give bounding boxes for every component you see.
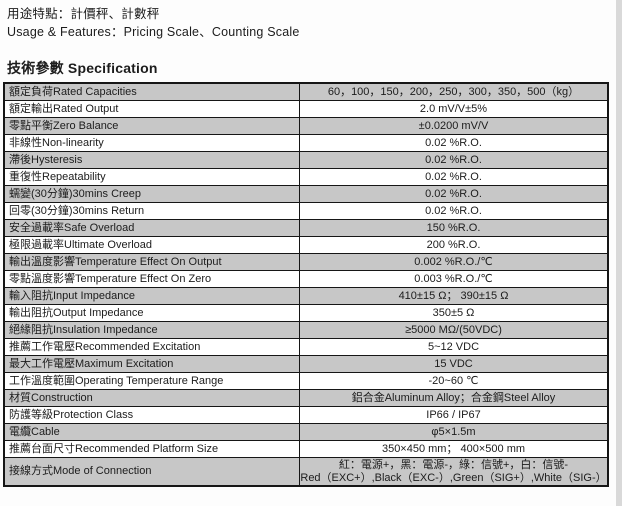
spec-label-cell: 零點溫度影響Temperature Effect On Zero bbox=[3, 270, 300, 288]
spec-label-cell: 最大工作電壓Maximum Excitation bbox=[3, 355, 300, 373]
spec-row: 推薦台面尺寸Recommended Platform Size 350×450 … bbox=[3, 440, 609, 458]
spec-value-cell: 350±5 Ω bbox=[299, 304, 609, 322]
datasheet-page: 用途特點：計價秤、計數秤 Usage & Features：Pricing Sc… bbox=[3, 7, 622, 487]
spec-row: 額定輸出Rated Output 2.0 mV/V±5% bbox=[3, 100, 609, 118]
spec-label-cell: 接線方式Mode of Connection bbox=[3, 457, 300, 487]
spec-value-cell: 0.02 %R.O. bbox=[299, 151, 609, 169]
spec-row: 最大工作電壓Maximum Excitation 15 VDC bbox=[3, 355, 609, 373]
spec-value-cell: 0.002 %R.O./℃ bbox=[299, 253, 609, 271]
spec-row: 回零(30分鐘)30mins Return 0.02 %R.O. bbox=[3, 202, 609, 220]
spec-row: 工作溫度範圍Operating Temperature Range -20~60… bbox=[3, 372, 609, 390]
spec-row: 材質Construction 鋁合金Aluminum Alloy；合金鋼Stee… bbox=[3, 389, 609, 407]
spec-row: 零點平衡Zero Balance ±0.0200 mV/V bbox=[3, 117, 609, 135]
spec-value-cell: 410±15 Ω； 390±15 Ω bbox=[299, 287, 609, 305]
spec-value-cell: 0.02 %R.O. bbox=[299, 185, 609, 203]
section-title: 技術參數 Specification bbox=[7, 58, 622, 78]
spec-value-cell: 0.02 %R.O. bbox=[299, 168, 609, 186]
spec-label-cell: 滯後Hysteresis bbox=[3, 151, 300, 169]
spec-value-cell: -20~60 ℃ bbox=[299, 372, 609, 390]
spec-label-cell: 非線性Non-linearity bbox=[3, 134, 300, 152]
spec-label-cell: 回零(30分鐘)30mins Return bbox=[3, 202, 300, 220]
section-title-en: Specification bbox=[67, 60, 158, 76]
spec-label-cell: 額定輸出Rated Output bbox=[3, 100, 300, 118]
spec-label-cell: 極限過載率Ultimate Overload bbox=[3, 236, 300, 254]
spec-row: 輸入阻抗Input Impedance 410±15 Ω； 390±15 Ω bbox=[3, 287, 609, 305]
spec-row: 接線方式Mode of Connection 紅：電源+，黑：電源-，綠：信號+… bbox=[3, 457, 609, 487]
spec-value-cell: φ5×1.5m bbox=[299, 423, 609, 441]
spec-label-cell: 輸入阻抗Input Impedance bbox=[3, 287, 300, 305]
spec-row: 重復性Repeatability 0.02 %R.O. bbox=[3, 168, 609, 186]
spec-row: 輸出阻抗Output Impedance 350±5 Ω bbox=[3, 304, 609, 322]
spec-row: 滯後Hysteresis 0.02 %R.O. bbox=[3, 151, 609, 169]
spec-label-cell: 電纜Cable bbox=[3, 423, 300, 441]
spec-label-cell: 輸出溫度影響Temperature Effect On Output bbox=[3, 253, 300, 271]
spec-row: 絕緣阻抗Insulation Impedance ≥5000 MΩ/(50VDC… bbox=[3, 321, 609, 339]
spec-value-cell: 60，100，150，200，250，300，350，500（kg） bbox=[299, 82, 609, 101]
spec-row: 輸出溫度影響Temperature Effect On Output 0.002… bbox=[3, 253, 609, 271]
spec-label-cell: 安全過載率Safe Overload bbox=[3, 219, 300, 237]
spec-label-cell: 推薦台面尺寸Recommended Platform Size bbox=[3, 440, 300, 458]
spec-row: 額定負荷Rated Capacities 60，100，150，200，250，… bbox=[3, 82, 609, 101]
spec-label-cell: 絕緣阻抗Insulation Impedance bbox=[3, 321, 300, 339]
spec-label-cell: 防護等級Protection Class bbox=[3, 406, 300, 424]
spec-row: 安全過載率Safe Overload 150 %R.O. bbox=[3, 219, 609, 237]
spec-value-cell: ±0.0200 mV/V bbox=[299, 117, 609, 135]
spec-row: 零點溫度影響Temperature Effect On Zero 0.003 %… bbox=[3, 270, 609, 288]
spec-value-cell: 2.0 mV/V±5% bbox=[299, 100, 609, 118]
spec-label-cell: 零點平衡Zero Balance bbox=[3, 117, 300, 135]
spec-value-cell: IP66 / IP67 bbox=[299, 406, 609, 424]
spec-value-cell: 紅：電源+，黑：電源-，綠：信號+，白：信號- Red（EXC+）,Black（… bbox=[299, 457, 609, 487]
section-title-zh: 技術參數 bbox=[7, 60, 64, 76]
spec-value-cell: 15 VDC bbox=[299, 355, 609, 373]
spec-row: 蠕變(30分鐘)30mins Creep 0.02 %R.O. bbox=[3, 185, 609, 203]
spec-label-cell: 重復性Repeatability bbox=[3, 168, 300, 186]
spec-label-cell: 材質Construction bbox=[3, 389, 300, 407]
spec-label-cell: 工作溫度範圍Operating Temperature Range bbox=[3, 372, 300, 390]
spec-value-cell: 0.02 %R.O. bbox=[299, 134, 609, 152]
spec-value-cell: 150 %R.O. bbox=[299, 219, 609, 237]
spec-row: 電纜Cable φ5×1.5m bbox=[3, 423, 609, 441]
spec-label-cell: 蠕變(30分鐘)30mins Creep bbox=[3, 185, 300, 203]
spec-value-cell: 0.02 %R.O. bbox=[299, 202, 609, 220]
spec-value-cell: 0.003 %R.O./℃ bbox=[299, 270, 609, 288]
spec-row: 推薦工作電壓Recommended Excitation 5~12 VDC bbox=[3, 338, 609, 356]
spec-value-cell: 鋁合金Aluminum Alloy；合金鋼Steel Alloy bbox=[299, 389, 609, 407]
spec-row: 非線性Non-linearity 0.02 %R.O. bbox=[3, 134, 609, 152]
spec-row: 極限過載率Ultimate Overload 200 %R.O. bbox=[3, 236, 609, 254]
spec-value-cell: 200 %R.O. bbox=[299, 236, 609, 254]
spec-label-cell: 推薦工作電壓Recommended Excitation bbox=[3, 338, 300, 356]
usage-line-en: Usage & Features：Pricing Scale、Counting … bbox=[7, 24, 300, 39]
spec-label-cell: 輸出阻抗Output Impedance bbox=[3, 304, 300, 322]
spec-value-cell: ≥5000 MΩ/(50VDC) bbox=[299, 321, 609, 339]
spec-value-cell: 350×450 mm； 400×500 mm bbox=[299, 440, 609, 458]
spec-label-cell: 額定負荷Rated Capacities bbox=[3, 82, 300, 101]
spec-value-cell: 5~12 VDC bbox=[299, 338, 609, 356]
spec-row: 防護等級Protection Class IP66 / IP67 bbox=[3, 406, 609, 424]
usage-line-zh: 用途特點：計價秤、計數秤 bbox=[7, 7, 160, 21]
scan-edge bbox=[616, 0, 622, 506]
specification-table: 額定負荷Rated Capacities 60，100，150，200，250，… bbox=[3, 82, 609, 487]
